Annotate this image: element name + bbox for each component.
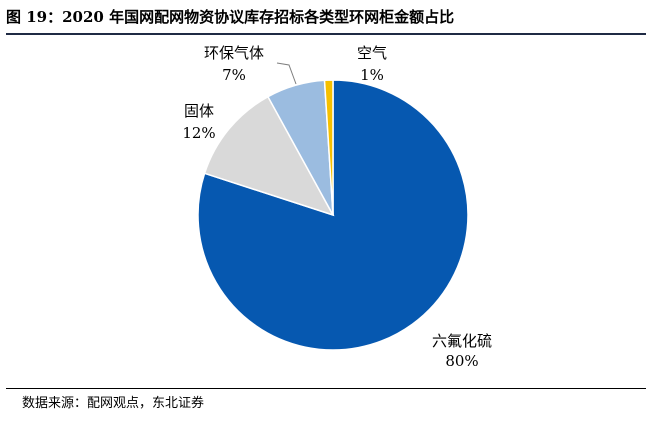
slice-value-air: 1% <box>360 66 384 84</box>
slice-value-eco-gas: 7% <box>222 66 246 84</box>
slice-label-solid: 固体 <box>184 102 214 120</box>
slice-label-air: 空气 <box>357 44 387 62</box>
slice-value-sf6: 80% <box>445 352 478 370</box>
slice-label-sf6: 六氟化硫 <box>432 332 492 350</box>
leader-line-eco-gas <box>276 62 297 85</box>
source-note: 数据来源：配网观点，东北证券 <box>22 396 205 411</box>
slice-value-solid: 12% <box>182 124 215 142</box>
slice-label-eco-gas: 环保气体 <box>204 44 264 62</box>
pie-slice-air <box>323 79 334 216</box>
chart-title: 图 19：2020 年国网配网物资协议库存招标各类型环网柜金额占比 <box>6 8 455 26</box>
pie-slice-solid <box>203 95 335 217</box>
source-divider <box>6 388 646 389</box>
title-underline <box>6 33 646 35</box>
